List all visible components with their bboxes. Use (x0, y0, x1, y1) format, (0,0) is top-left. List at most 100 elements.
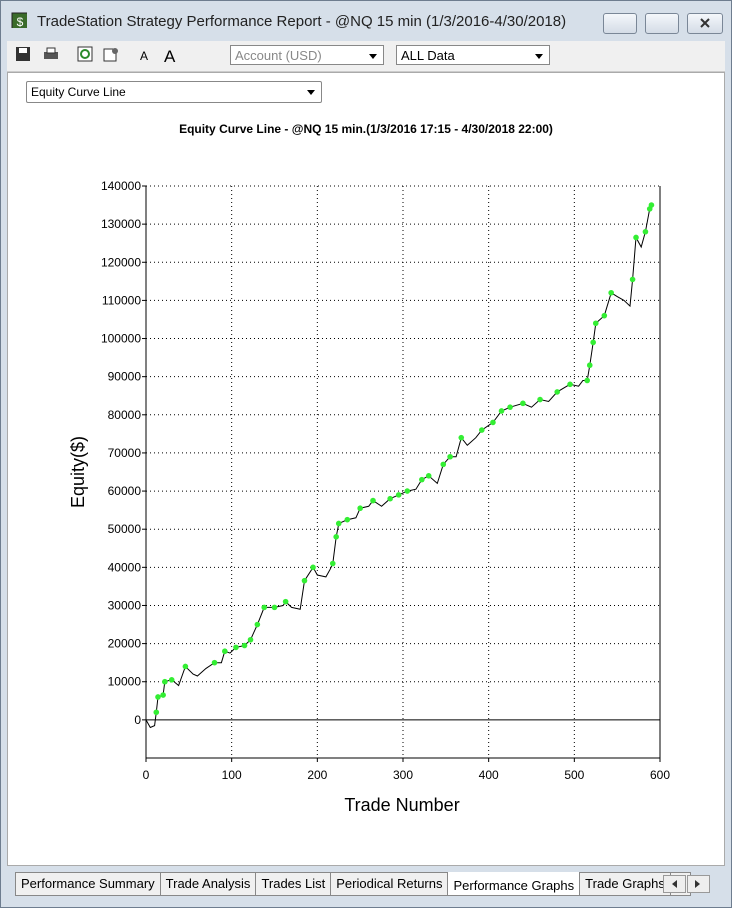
tab[interactable]: Trades List (255, 872, 332, 896)
new-high-marker (425, 473, 432, 479)
new-high-marker (344, 516, 351, 523)
new-high-marker (182, 663, 189, 670)
y-tick-label: 90000 (108, 370, 142, 384)
save-button[interactable] (15, 46, 31, 62)
new-high-marker (261, 604, 268, 611)
svg-text:A: A (140, 49, 148, 62)
y-tick-label: 30000 (108, 598, 142, 612)
new-high-marker (211, 659, 218, 666)
chart-title: Equity Curve Line - @NQ 15 min.(1/3/2016… (179, 122, 553, 136)
new-high-marker (537, 396, 543, 403)
new-high-marker (567, 381, 573, 388)
x-tick-label: 500 (564, 768, 584, 782)
new-high-marker (440, 461, 447, 468)
y-tick-label: 0 (134, 713, 141, 727)
new-high-marker (520, 400, 526, 407)
chart: Equity Curve Line - @NQ 15 min.(1/3/2016… (68, 122, 670, 815)
x-tick-label: 100 (222, 768, 242, 782)
y-tick-label: 60000 (108, 484, 142, 498)
view-dropdown[interactable]: Equity Curve Line (26, 81, 322, 103)
y-tick-label: 110000 (102, 293, 141, 307)
y-tick-label: 80000 (108, 408, 142, 422)
x-tick-label: 200 (307, 768, 327, 782)
new-high-marker (370, 497, 376, 504)
new-high-marker (629, 276, 636, 283)
new-high-marker (310, 564, 316, 571)
new-high-marker (447, 453, 453, 460)
content-panel: Equity Curve Line (7, 72, 725, 866)
new-high-marker (160, 692, 166, 698)
new-high-marker (162, 678, 168, 685)
new-high-marker (642, 228, 649, 235)
new-high-marker (333, 534, 339, 540)
y-axis-label: Equity($) (68, 436, 88, 508)
new-high-marker (153, 709, 160, 716)
new-high-marker (222, 648, 228, 655)
y-tick-label: 40000 (108, 560, 142, 574)
new-high-marker (271, 604, 278, 611)
tab-scroll[interactable] (663, 875, 719, 893)
settings-button[interactable] (103, 46, 119, 62)
tab[interactable]: Performance Graphs (447, 872, 581, 896)
new-high-marker (490, 419, 496, 426)
new-high-marker (404, 488, 411, 494)
new-high-marker (301, 577, 308, 584)
x-tick-label: 600 (650, 768, 670, 782)
y-tick-label: 130000 (101, 217, 141, 231)
tab[interactable]: Performance Summary (15, 872, 161, 896)
new-high-marker (241, 642, 248, 649)
new-high-marker (387, 495, 393, 502)
new-high-marker (507, 404, 513, 410)
account-dropdown[interactable]: Account (USD) (230, 45, 384, 65)
tab-bar: Performance Summary Trade Analysis Trades … (15, 872, 691, 896)
refresh-button[interactable] (77, 46, 93, 62)
y-tick-label: 10000 (108, 675, 142, 689)
x-tick-label: 300 (393, 768, 413, 782)
axis-frame (145, 186, 661, 759)
app-icon: $ (11, 12, 27, 28)
equity-line (145, 204, 652, 729)
new-high-marker (335, 520, 342, 527)
minimize-button[interactable] (603, 13, 637, 34)
new-high-marker (648, 202, 655, 208)
tab[interactable]: Periodical Returns (330, 872, 449, 896)
font-smaller-button[interactable]: A (137, 46, 153, 62)
x-axis-label: Trade Number (344, 795, 459, 815)
new-high-marker (554, 389, 560, 395)
new-high-marker (458, 434, 465, 441)
tab[interactable]: Trade Analysis (159, 872, 257, 896)
x-tick-label: 0 (143, 768, 150, 782)
y-tick-label: 70000 (108, 446, 142, 460)
y-tick-label: 50000 (108, 522, 142, 536)
new-high-marker (633, 234, 639, 241)
title-bar: $ TradeStation Strategy Performance Repo… (1, 1, 731, 39)
new-high-marker (608, 289, 614, 296)
new-high-marker (395, 492, 402, 498)
x-tick-label: 400 (479, 768, 499, 782)
new-high-marker (601, 312, 608, 319)
new-high-marker (329, 560, 336, 567)
new-high-marker (590, 339, 596, 346)
new-high-marker (419, 476, 425, 483)
y-tick-label: 140000 (101, 179, 141, 193)
new-high-marker (357, 505, 363, 512)
y-tick-label: 120000 (101, 255, 141, 269)
font-larger-button[interactable]: A (163, 46, 179, 62)
new-high-marker (233, 644, 239, 651)
window-title: TradeStation Strategy Performance Report… (37, 13, 567, 30)
maximize-button[interactable] (645, 13, 679, 34)
svg-text:$: $ (17, 15, 24, 28)
toolbar: A A Account (USD) ALL Data (7, 41, 725, 72)
new-high-marker (155, 694, 161, 700)
range-dropdown[interactable]: ALL Data (396, 45, 550, 65)
new-high-marker (586, 362, 593, 369)
new-high-marker (498, 408, 505, 414)
tab[interactable]: Trade Graphs (579, 872, 671, 896)
print-button[interactable] (43, 46, 59, 62)
y-tick-label: 20000 (108, 637, 142, 651)
new-high-marker (479, 427, 485, 433)
new-high-marker (592, 320, 599, 327)
close-button[interactable] (687, 13, 723, 34)
